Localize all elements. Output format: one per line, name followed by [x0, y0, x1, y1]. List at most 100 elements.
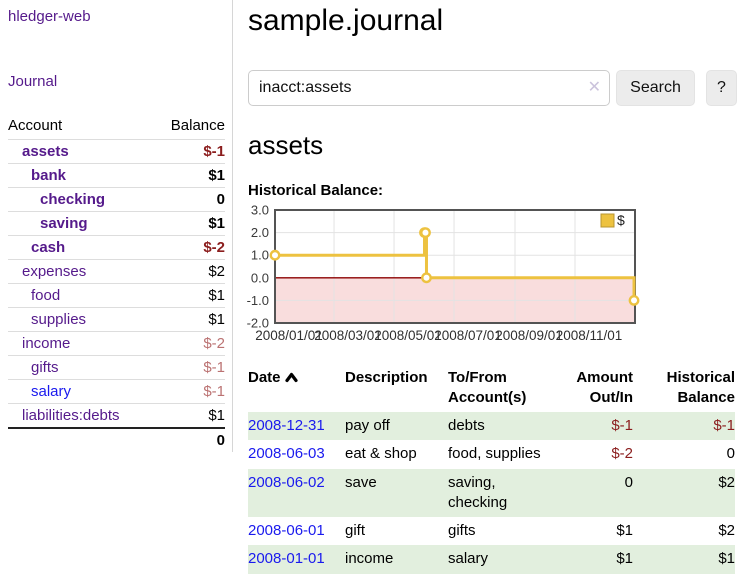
sort-ascending-icon: [284, 370, 298, 387]
table-row: 2008-06-03 eat & shop food, supplies $-2…: [248, 440, 735, 468]
register-balance: $2: [718, 522, 735, 539]
help-button[interactable]: ?: [706, 69, 737, 106]
clear-search-icon[interactable]: ✕: [587, 78, 601, 96]
register-balance: 0: [726, 445, 735, 463]
sidebar-account-link-income[interactable]: income: [22, 335, 71, 352]
accounts-tree-table: Account Balance assets $-1 bank $1 check…: [8, 114, 225, 452]
register-description: income: [345, 550, 394, 568]
page-title: sample.journal: [248, 4, 444, 37]
register-amount: $-1: [611, 417, 633, 434]
svg-text:-2.0: -2.0: [247, 315, 269, 330]
table-row: assets $-1: [8, 139, 225, 164]
sidebar-account-link-supplies[interactable]: supplies: [31, 311, 87, 328]
table-row: bank $1: [8, 163, 225, 188]
register-date-link[interactable]: 2008-06-01: [248, 522, 325, 539]
register-accounts: food, supplies: [448, 445, 541, 463]
account-balance: $1: [154, 283, 225, 308]
account-column-header: Account: [8, 117, 63, 134]
column-header-description: Description: [345, 368, 428, 386]
sidebar-account-link-cash[interactable]: cash: [31, 239, 66, 256]
column-header-accounts: To/From Account(s): [448, 368, 527, 406]
register-description: gift: [345, 522, 366, 539]
table-row: supplies $1: [8, 307, 225, 332]
search-form: ✕ Search ?: [248, 69, 737, 106]
register-date-link[interactable]: 2008-01-01: [248, 550, 325, 568]
chart-title: Historical Balance:: [248, 181, 384, 199]
table-row: food $1: [8, 283, 225, 308]
account-balance: $-1: [154, 355, 225, 380]
main-content: sample.journal ✕ Search ? assets Histori…: [233, 0, 742, 574]
table-row: income $-2: [8, 331, 225, 356]
register-date-link[interactable]: 2008-06-03: [248, 445, 325, 463]
register-amount: $1: [616, 522, 633, 539]
register-accounts: saving, checking: [448, 473, 508, 511]
sidebar-account-link-food[interactable]: food: [31, 287, 61, 304]
svg-text:2008/01/01: 2008/01/01: [255, 328, 323, 343]
table-row: 2008-12-31 pay off debts $-1 $-1: [248, 412, 735, 441]
account-balance: $-1: [154, 139, 225, 164]
table-row: 2008-06-01 gift gifts $1 $2: [248, 517, 735, 545]
svg-text:1.0: 1.0: [251, 247, 269, 262]
register-balance: $2: [718, 473, 735, 491]
register-date-link[interactable]: 2008-06-02: [248, 473, 325, 491]
account-balance: 0: [154, 187, 225, 212]
brand-link[interactable]: hledger-web: [8, 8, 91, 25]
register-amount: $-2: [611, 445, 633, 463]
table-row: salary $-1: [8, 379, 225, 404]
svg-text:$: $: [617, 212, 625, 228]
account-balance: $1: [154, 163, 225, 188]
sidebar-account-link-liabilities-debts[interactable]: liabilities:debts: [22, 407, 120, 424]
balance-column-header: Balance: [170, 117, 225, 134]
register-amount: $1: [616, 550, 633, 568]
account-balance: $1: [154, 307, 225, 332]
svg-text:2008/05/01: 2008/05/01: [374, 328, 442, 343]
register-table: Date Description To/From Account(s) Amou…: [248, 366, 735, 574]
svg-text:2008/11/01: 2008/11/01: [556, 328, 623, 343]
register-balance: $1: [718, 550, 735, 568]
table-row: 2008-01-01 income salary $1 $1: [248, 545, 735, 574]
register-description: eat & shop: [345, 445, 417, 463]
sidebar-account-link-expenses[interactable]: expenses: [22, 263, 87, 280]
table-row: gifts $-1: [8, 355, 225, 380]
register-date-link[interactable]: 2008-12-31: [248, 417, 325, 434]
historical-balance-chart[interactable]: $3.0 2.0 1.0 0.0 -1.0 -2.0 2008/01/01 2008/03/0…: [245, 202, 737, 349]
account-heading: assets: [248, 129, 324, 160]
table-row: 2008-06-02 save saving, checking 0 $2: [248, 468, 735, 517]
register-amount: 0: [624, 473, 633, 491]
sidebar-account-link-assets[interactable]: assets: [22, 143, 69, 160]
column-header-amount: Amount Out/In: [576, 368, 633, 406]
table-row: cash $-2: [8, 235, 225, 260]
search-button[interactable]: Search: [616, 69, 695, 106]
account-balance: $-2: [154, 235, 225, 260]
svg-text:0.0: 0.0: [251, 270, 269, 285]
accounts-total-balance: 0: [154, 427, 225, 452]
account-balance: $2: [154, 259, 225, 284]
sidebar-account-link-bank[interactable]: bank: [31, 167, 67, 184]
account-balance: $-1: [154, 379, 225, 404]
column-header-balance: Historical Balance: [666, 368, 735, 406]
accounts-total-row: 0: [8, 427, 225, 452]
table-row: liabilities:debts $1: [8, 403, 225, 428]
sidebar-item-journal[interactable]: Journal: [8, 73, 58, 90]
sidebar: hledger-web Journal Account Balance asse…: [0, 0, 233, 452]
register-accounts: salary: [448, 550, 489, 568]
sidebar-account-link-saving[interactable]: saving: [40, 215, 88, 232]
register-accounts: gifts: [448, 522, 476, 539]
sidebar-account-link-gifts[interactable]: gifts: [31, 359, 59, 376]
svg-text:-1.0: -1.0: [247, 292, 269, 307]
svg-text:2008/07/01: 2008/07/01: [434, 328, 502, 343]
chart-canvas[interactable]: $3.0 2.0 1.0 0.0 -1.0 -2.02008/01/012008/03/0…: [245, 202, 640, 349]
register-balance: $-1: [713, 417, 735, 434]
svg-text:2008/03/01: 2008/03/01: [314, 328, 382, 343]
svg-text:2.0: 2.0: [251, 225, 269, 240]
svg-text:2008/09/01: 2008/09/01: [495, 328, 563, 343]
register-description: pay off: [345, 417, 390, 434]
register-description: save: [345, 473, 377, 491]
register-header-row: Date Description To/From Account(s) Amou…: [248, 366, 735, 413]
search-input[interactable]: [248, 69, 610, 106]
sidebar-account-link-salary[interactable]: salary: [31, 383, 72, 400]
sidebar-account-link-checking[interactable]: checking: [40, 191, 106, 208]
column-header-date[interactable]: Date: [248, 366, 345, 413]
svg-text:3.0: 3.0: [251, 202, 269, 217]
